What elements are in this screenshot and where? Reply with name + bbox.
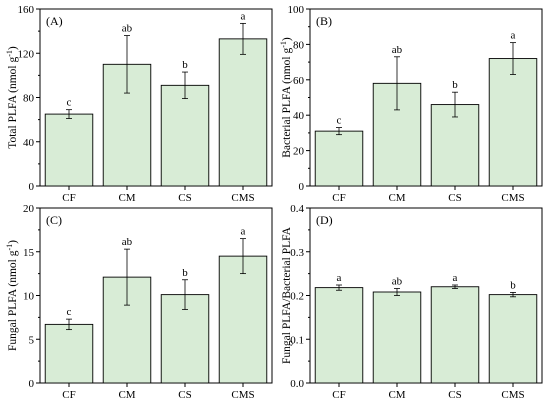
y-tick-label: 20 <box>23 203 35 215</box>
x-tick-label: CS <box>448 389 461 401</box>
significance-letter: a <box>241 10 246 22</box>
y-tick-label: 120 <box>18 48 35 60</box>
x-tick-label: CMS <box>231 389 254 401</box>
bar <box>160 84 210 187</box>
bar <box>488 294 538 384</box>
y-tick-label: 20 <box>293 146 305 158</box>
x-tick-label: CMS <box>231 192 254 204</box>
bar <box>430 286 480 384</box>
significance-letter: b <box>452 79 458 91</box>
y-tick-label: 10 <box>23 291 35 303</box>
significance-letter: c <box>67 306 72 318</box>
panel-label: (A) <box>46 14 63 28</box>
significance-letter: ab <box>122 236 133 248</box>
y-tick-label: 40 <box>23 137 35 149</box>
y-axis-title-main: Fungal PLFA (nmol g <box>7 250 19 351</box>
bar <box>430 104 480 187</box>
x-tick-label: CF <box>62 192 75 204</box>
y-tick-label: 0.0 <box>290 378 304 390</box>
y-axis-title-main: Fungal PLFA/Bacterial PLFA <box>281 226 293 364</box>
bar <box>314 130 364 187</box>
y-tick-label: 0 <box>29 378 35 390</box>
bar <box>218 255 268 384</box>
x-tick-label: CS <box>448 192 461 204</box>
significance-letter: b <box>182 267 188 279</box>
y-tick-label: 0 <box>299 181 305 193</box>
bar <box>314 287 364 384</box>
y-axis-title-close: ) <box>7 46 19 50</box>
y-tick-label: 15 <box>23 247 35 259</box>
x-tick-label: CS <box>178 192 191 204</box>
y-axis-title-superscript: -1 <box>279 41 288 48</box>
x-tick-label: CM <box>388 192 405 204</box>
significance-letter: a <box>337 272 342 284</box>
y-tick-label: 0.2 <box>290 291 304 303</box>
panel-label: (B) <box>316 14 332 28</box>
y-tick-label: 0.4 <box>290 203 304 215</box>
significance-letter: ab <box>392 276 403 288</box>
y-axis-title: Bacterial PLFA (nmol g-1) <box>279 37 293 158</box>
y-axis-title: Fungal PLFA/Bacterial PLFA <box>281 226 293 364</box>
y-tick-label: 40 <box>293 110 305 122</box>
y-axis-title-main: Total PLFA (nmol g <box>7 57 19 149</box>
significance-letter: b <box>182 59 188 71</box>
x-tick-label: CM <box>118 192 135 204</box>
y-tick-label: 60 <box>293 75 305 87</box>
significance-letter: a <box>511 30 516 42</box>
y-axis-title: Total PLFA (nmol g-1) <box>5 46 19 149</box>
bar <box>218 38 268 187</box>
significance-letter: a <box>241 226 246 238</box>
x-tick-label: CM <box>118 389 135 401</box>
significance-letter: c <box>337 115 342 127</box>
panel-label: (C) <box>46 213 62 227</box>
y-axis-title: Fungal PLFA (nmol g-1) <box>5 240 19 351</box>
y-axis-title-main: Bacterial PLFA (nmol g <box>281 48 293 158</box>
x-tick-label: CF <box>62 389 75 401</box>
panel-label: (D) <box>316 213 333 227</box>
chart-panel: c CF ab CM b CS a CMS 0 40 80 120 160 (A) Total PLFA (… <box>5 4 273 204</box>
y-axis-title-close: ) <box>281 37 293 41</box>
x-tick-label: CS <box>178 389 191 401</box>
bar <box>44 113 94 187</box>
y-axis-title-superscript: -1 <box>5 244 14 251</box>
x-tick-label: CMS <box>501 389 524 401</box>
y-tick-label: 5 <box>29 334 35 346</box>
significance-letter: c <box>67 97 72 109</box>
x-tick-label: CF <box>332 389 345 401</box>
chart-panel: c CF ab CM b CS a CMS 0 5 10 15 20 (C) Fungal PLFA (nm… <box>5 203 273 401</box>
x-tick-label: CF <box>332 192 345 204</box>
significance-letter: b <box>510 279 516 291</box>
bar <box>44 323 94 384</box>
y-axis-title-close: ) <box>7 240 19 244</box>
bar <box>372 291 422 384</box>
y-tick-label: 0 <box>29 181 35 193</box>
bar <box>488 58 538 187</box>
y-tick-label: 80 <box>23 93 35 105</box>
x-tick-label: CMS <box>501 192 524 204</box>
y-tick-label: 160 <box>18 4 35 16</box>
significance-letter: ab <box>392 44 403 56</box>
chart-panel: c CF ab CM b CS a CMS 0 20 40 60 80 100 (B) Bacterial P… <box>279 4 543 204</box>
chart-panel: a CF ab CM a CS b CMS 0.0 0.1 0.2 0.3 0.4 (D) Fungal P… <box>281 203 543 401</box>
y-tick-label: 0.1 <box>290 334 304 346</box>
x-tick-label: CM <box>388 389 405 401</box>
y-tick-label: 0.3 <box>290 247 304 259</box>
significance-letter: ab <box>122 23 133 35</box>
y-tick-label: 100 <box>288 4 305 16</box>
y-tick-label: 80 <box>293 39 305 51</box>
significance-letter: a <box>453 272 458 284</box>
y-axis-title-superscript: -1 <box>5 50 14 57</box>
